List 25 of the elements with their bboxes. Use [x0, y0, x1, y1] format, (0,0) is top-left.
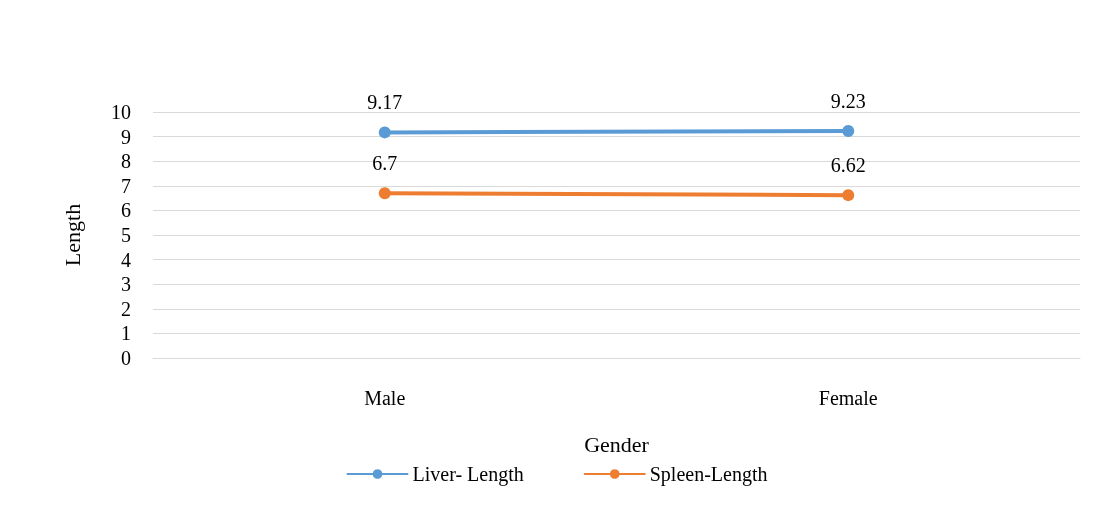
y-tick-label: 5 [121, 224, 131, 246]
y-tick-label: 10 [111, 101, 131, 123]
y-tick-label: 0 [121, 347, 131, 369]
data-label: 9.23 [830, 89, 866, 112]
point [378, 187, 391, 200]
y-tick-label: 6 [121, 199, 131, 222]
data-label: 6.7 [372, 152, 398, 175]
y-tick-label: 2 [121, 297, 131, 320]
x-tick-label: Female [818, 387, 878, 409]
y-tick-label: 7 [121, 174, 131, 197]
y-tick-label: 4 [121, 248, 131, 271]
legend-label: Spleen-Length [649, 463, 768, 486]
y-tick-label: 8 [121, 150, 131, 173]
y-tick-label: 9 [121, 125, 131, 148]
y-axis-title: Length [59, 203, 85, 267]
point [842, 124, 855, 137]
x-tick-label: Male [364, 387, 406, 409]
point [842, 189, 855, 202]
point [378, 126, 391, 139]
data-label: 9.17 [367, 91, 403, 114]
x-axis-title: Gender [584, 431, 650, 457]
y-tick-label: 3 [121, 273, 131, 296]
legend-label: Liver- Length [412, 463, 524, 486]
y-tick-label: 1 [121, 322, 131, 345]
data-label: 6.62 [830, 154, 866, 177]
